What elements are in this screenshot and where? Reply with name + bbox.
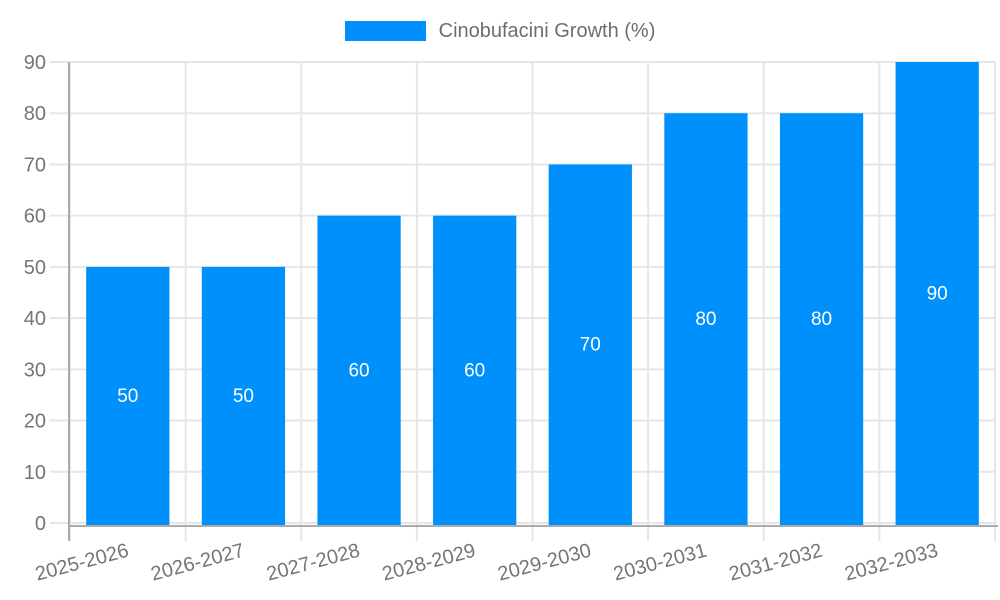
y-tick-label: 10: [24, 462, 46, 484]
bar[interactable]: [779, 113, 864, 525]
bar[interactable]: [86, 266, 170, 525]
x-tick-label: 2029-2030: [496, 540, 594, 586]
y-tick-label: 50: [24, 257, 46, 279]
x-tick-label: 2030-2031: [611, 540, 709, 586]
y-tick-label: 20: [24, 411, 46, 433]
bar[interactable]: [548, 164, 632, 525]
bar[interactable]: [895, 62, 979, 525]
y-tick-label: 30: [24, 359, 46, 381]
y-tick-label: 60: [24, 206, 46, 228]
bar-value-label: 90: [927, 284, 948, 305]
x-tick-label: 2032-2033: [842, 540, 940, 586]
y-tick-label: 80: [24, 103, 46, 125]
x-tick-label: 2026-2027: [149, 540, 247, 586]
bar-value-label: 50: [117, 386, 138, 407]
x-tick-label: 2028-2029: [380, 540, 478, 586]
x-tick-label: 2031-2032: [727, 540, 825, 586]
bar-value-label: 60: [348, 360, 369, 381]
x-tick-label: 2025-2026: [33, 540, 131, 586]
bar-value-label: 50: [233, 386, 254, 407]
bar-value-label: 80: [695, 309, 716, 330]
bar-value-label: 70: [580, 335, 601, 356]
y-tick-label: 0: [35, 513, 46, 535]
bar-value-label: 80: [811, 309, 832, 330]
bar-value-label: 60: [464, 360, 485, 381]
legend-label: Cinobufacini Growth (%): [438, 20, 656, 42]
legend-marker-icon: [344, 21, 426, 41]
bar[interactable]: [433, 215, 517, 525]
y-tick-label: 70: [24, 154, 46, 176]
legend-item[interactable]: Cinobufacini Growth (%): [0, 21, 1000, 41]
y-tick-label: 90: [24, 52, 46, 74]
bar[interactable]: [201, 266, 286, 525]
bar[interactable]: [664, 113, 748, 525]
bar[interactable]: [317, 215, 401, 525]
y-tick-label: 40: [24, 308, 46, 330]
x-tick-label: 2027-2028: [264, 540, 362, 586]
